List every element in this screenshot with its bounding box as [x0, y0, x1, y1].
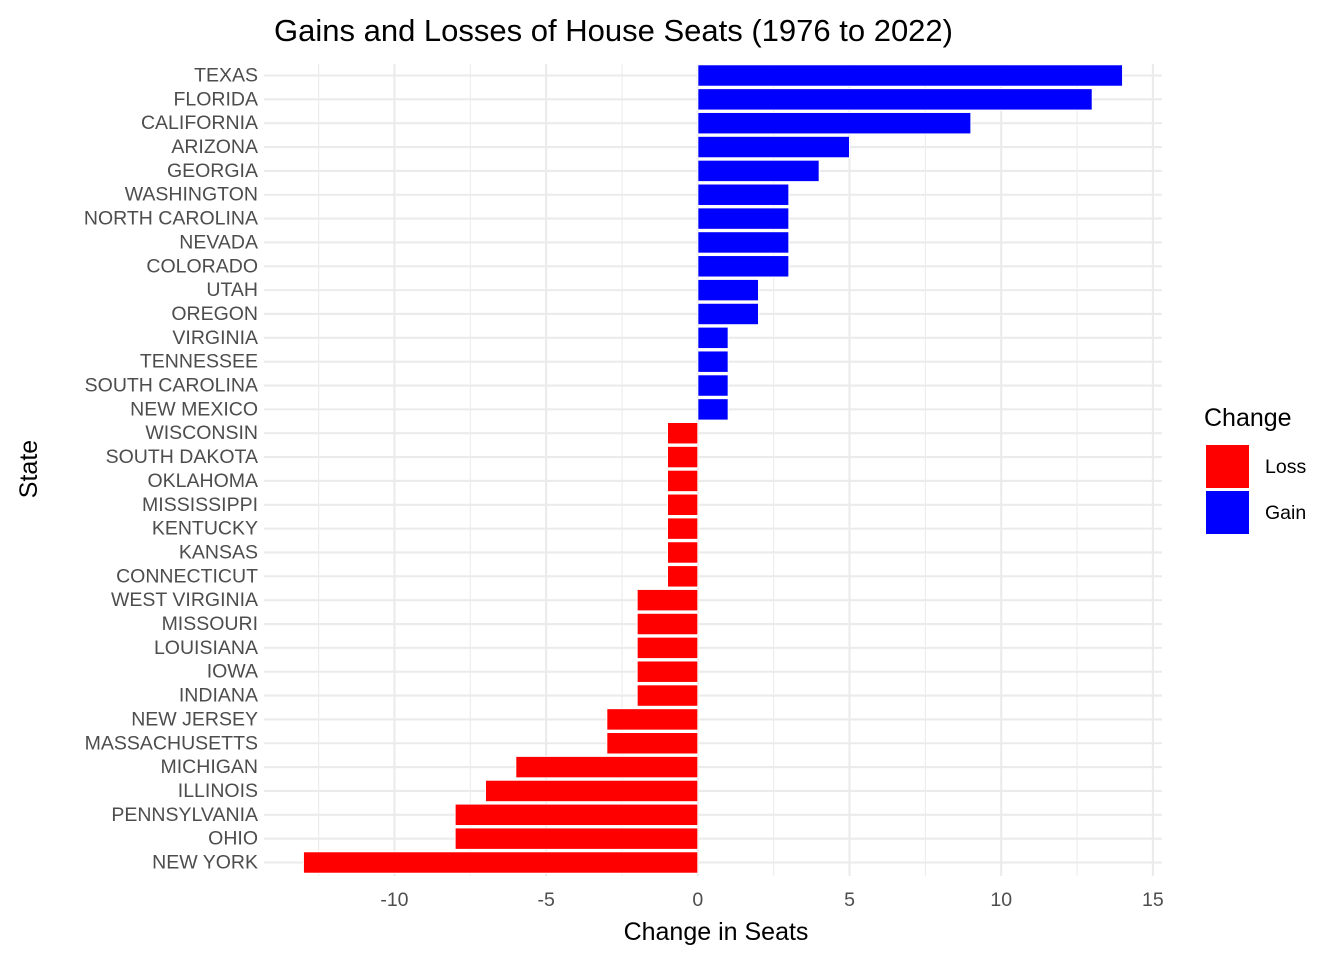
y-tick-label: UTAH: [206, 279, 258, 301]
bar: [636, 612, 699, 636]
bar: [697, 135, 851, 159]
y-tick-label: IOWA: [207, 661, 258, 683]
bar: [697, 255, 790, 278]
bar: [697, 374, 729, 397]
y-tick-label: SOUTH DAKOTA: [106, 446, 258, 468]
bar: [697, 278, 760, 302]
legend-label: Loss: [1265, 456, 1306, 478]
chart-title: Gains and Losses of House Seats (1976 to…: [274, 13, 953, 48]
y-tick-label: NEW YORK: [152, 852, 258, 874]
y-tick-label: GEORGIA: [167, 160, 258, 182]
y-tick-label: MISSISSIPPI: [142, 494, 258, 516]
bar: [666, 421, 699, 445]
bar: [666, 517, 699, 540]
y-tick-label: NEVADA: [179, 231, 258, 253]
bar: [697, 183, 790, 206]
x-tick-label: -5: [537, 889, 554, 911]
bar: [302, 851, 699, 874]
legend-items: Loss Gain: [1206, 445, 1306, 534]
legend-swatch: [1206, 445, 1249, 488]
bar: [697, 350, 729, 373]
bar: [697, 88, 1093, 111]
y-axis-title: State: [15, 440, 43, 498]
y-tick-label: FLORIDA: [173, 88, 258, 110]
y-tick-label: SOUTH CAROLINA: [85, 375, 258, 397]
y-tick-label: CONNECTICUT: [116, 565, 258, 587]
bar: [636, 588, 699, 612]
y-tick-label: KENTUCKY: [152, 518, 258, 540]
bar: [454, 827, 699, 850]
y-tick-label: MISSOURI: [162, 613, 258, 635]
x-tick-label: -10: [380, 889, 408, 911]
y-tick-label: TENNESSEE: [140, 351, 258, 373]
y-tick-labels: TEXASFLORIDACALIFORNIAARIZONAGEORGIAWASH…: [84, 65, 258, 874]
x-tick-labels: -10 -5 0 5 10 15: [380, 889, 1164, 911]
y-tick-label: PENNSYLVANIA: [111, 804, 258, 826]
bar: [697, 207, 790, 230]
y-tick-label: OHIO: [208, 828, 258, 850]
y-tick-label: COLORADO: [146, 255, 258, 277]
y-tick-label: OKLAHOMA: [147, 470, 258, 492]
bar: [666, 493, 699, 517]
legend-swatch: [1206, 491, 1249, 534]
x-tick-label: 5: [844, 889, 855, 911]
legend-label: Gain: [1265, 502, 1306, 524]
bar: [697, 64, 1124, 87]
bar: [697, 326, 729, 350]
legend-title: Change: [1204, 404, 1292, 432]
y-tick-label: VIRGINIA: [172, 327, 258, 349]
bar: [606, 732, 699, 755]
y-tick-label: INDIANA: [179, 685, 258, 707]
y-tick-label: NORTH CAROLINA: [84, 208, 258, 230]
bar: [697, 231, 790, 254]
bar: [484, 779, 699, 803]
y-tick-label: ILLINOIS: [178, 780, 258, 802]
y-tick-label: KANSAS: [179, 541, 258, 563]
y-tick-label: NEW JERSEY: [131, 708, 258, 730]
bars: [302, 64, 1124, 874]
x-tick-label: 10: [990, 889, 1012, 911]
bar: [697, 398, 729, 421]
bar: [666, 565, 699, 588]
x-tick-label: 15: [1142, 889, 1164, 911]
y-tick-label: MICHIGAN: [161, 756, 259, 778]
x-axis-title: Change in Seats: [624, 918, 809, 946]
y-tick-label: ARIZONA: [171, 136, 258, 158]
legend: Change Loss Gain: [1204, 404, 1306, 534]
bar: [515, 755, 699, 779]
bar: [697, 111, 972, 135]
y-tick-label: WISCONSIN: [145, 422, 258, 444]
y-tick-label: WASHINGTON: [125, 184, 258, 206]
bar: [666, 541, 699, 564]
bar: [636, 684, 699, 707]
bar: [666, 469, 699, 493]
bar: [454, 803, 699, 827]
y-tick-label: MASSACHUSETTS: [85, 732, 258, 754]
x-tick-label: 0: [692, 889, 703, 911]
bar: [606, 708, 699, 731]
bar: [697, 302, 760, 326]
y-tick-label: TEXAS: [194, 65, 258, 87]
bar: [697, 159, 820, 183]
y-tick-label: OREGON: [171, 303, 258, 325]
bar: [666, 445, 699, 469]
y-tick-label: CALIFORNIA: [141, 112, 258, 134]
bar: [636, 636, 699, 660]
y-tick-label: LOUISIANA: [154, 637, 258, 659]
y-tick-label: WEST VIRGINIA: [111, 589, 258, 611]
y-tick-label: NEW MEXICO: [130, 398, 258, 420]
bar: [636, 660, 699, 683]
